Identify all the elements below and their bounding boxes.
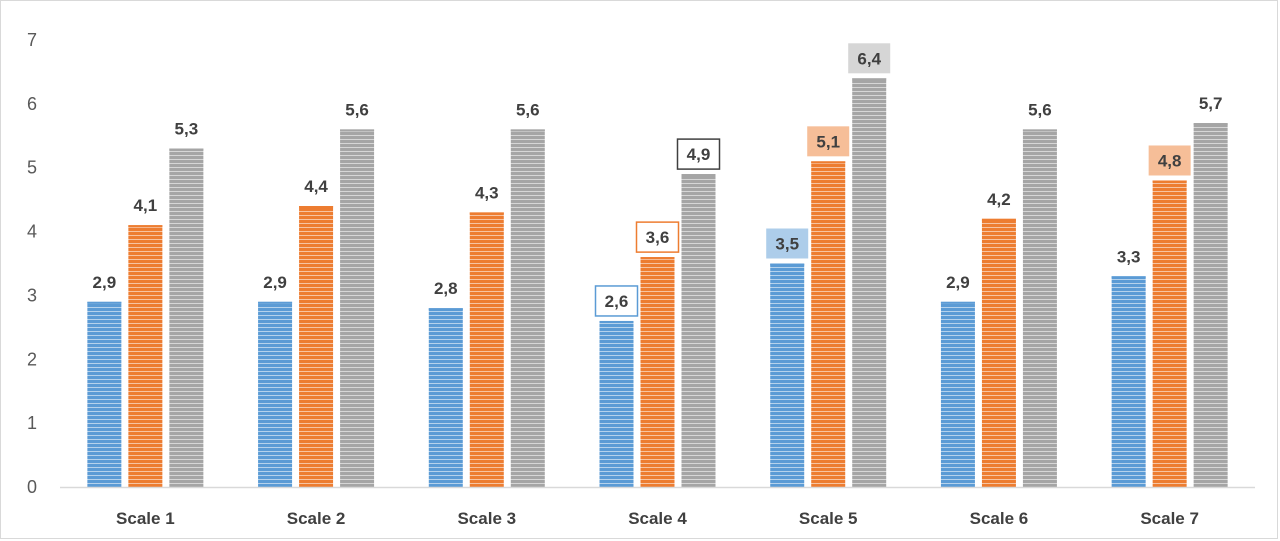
y-tick-label: 6 (27, 94, 37, 114)
bar-top (1111, 276, 1146, 279)
data-label: 5,6 (516, 100, 540, 119)
bar (640, 257, 675, 487)
y-tick-label: 4 (27, 222, 37, 242)
bar (428, 308, 463, 487)
y-tick-label: 7 (27, 30, 37, 50)
data-label-box (594, 285, 639, 317)
bar (940, 301, 975, 487)
x-category-label: Scale 6 (970, 509, 1029, 528)
bar-top (599, 320, 634, 323)
x-category-label: Scale 4 (628, 509, 687, 528)
bar-top (811, 161, 846, 164)
data-label: 5,3 (175, 120, 199, 139)
data-label: 4,4 (304, 177, 328, 196)
bar (1111, 276, 1146, 487)
bar-top (1022, 129, 1057, 132)
x-axis: Scale 1 Scale 2 Scale 3 Scale 4 Scale 5 Scale… (60, 486, 1255, 528)
data-label: 4,9 (687, 145, 711, 164)
bar-top (981, 218, 1016, 221)
bar (599, 320, 634, 487)
data-label: 3,6 (646, 228, 670, 247)
bar-top (428, 308, 463, 311)
data-label: 6,4 (857, 49, 881, 68)
bar-top (258, 301, 293, 304)
data-label: 4,8 (1158, 151, 1182, 170)
data-label: 2,9 (263, 273, 287, 292)
bar-top (340, 129, 375, 132)
bar (1193, 123, 1228, 487)
y-axis: 0 1 2 3 4 5 6 7 (27, 30, 37, 497)
x-category-label: Scale 2 (287, 509, 346, 528)
bar-top (852, 78, 887, 81)
data-label: 2,9 (946, 273, 970, 292)
bar (299, 206, 334, 487)
bar-top (940, 301, 975, 304)
bar-top (1193, 123, 1228, 126)
bar (87, 301, 122, 487)
bar (981, 218, 1016, 488)
data-label-box (635, 221, 680, 253)
data-label: 2,9 (93, 273, 117, 292)
bar (1022, 129, 1057, 487)
bar-top (681, 174, 716, 177)
y-tick-label: 5 (27, 158, 37, 178)
x-category-label: Scale 5 (799, 509, 858, 528)
bar (340, 129, 375, 487)
bar (169, 148, 204, 488)
y-tick-label: 3 (27, 285, 37, 305)
bar (128, 225, 163, 487)
data-label: 5,6 (345, 100, 369, 119)
y-tick-label: 1 (27, 413, 37, 433)
bar (258, 301, 293, 487)
data-label: 2,6 (605, 292, 629, 311)
data-label-box (848, 43, 891, 74)
bar-top (169, 148, 204, 151)
data-label: 5,7 (1199, 94, 1223, 113)
data-label: 4,3 (475, 183, 499, 202)
bar (852, 78, 887, 488)
bar-top (510, 129, 545, 132)
bar (1152, 180, 1187, 487)
bar (469, 212, 504, 487)
x-category-label: Scale 3 (457, 509, 516, 528)
data-label-box (676, 138, 721, 170)
data-label-box (807, 126, 850, 157)
bar-top (87, 301, 122, 304)
data-label: 3,5 (775, 235, 799, 254)
y-tick-label: 2 (27, 349, 37, 369)
bar (510, 129, 545, 487)
data-label: 2,8 (434, 279, 458, 298)
data-label: 3,3 (1117, 247, 1141, 266)
data-label: 5,6 (1028, 100, 1052, 119)
bar-top (770, 263, 805, 266)
x-category-label: Scale 1 (116, 509, 175, 528)
bar-top (299, 206, 334, 209)
bar-top (469, 212, 504, 215)
bar (681, 174, 716, 487)
y-tick-label: 0 (27, 477, 37, 497)
bar (770, 263, 805, 487)
bar-top (640, 257, 675, 260)
data-label: 4,2 (987, 190, 1011, 209)
bars (87, 78, 1228, 488)
data-label: 4,1 (134, 196, 158, 215)
data-label: 5,1 (816, 132, 840, 151)
x-category-label: Scale 7 (1140, 509, 1199, 528)
bar (811, 161, 846, 488)
data-label-box (766, 228, 809, 259)
data-labels: 2,9 4,1 5,3 2,9 4,4 5,6 2,8 4,3 5,6 2,6 3,6 4,9 3,5 5… (93, 43, 1223, 317)
bar-top (128, 225, 163, 228)
data-label-box (1148, 145, 1191, 176)
bar-top (1152, 180, 1187, 183)
